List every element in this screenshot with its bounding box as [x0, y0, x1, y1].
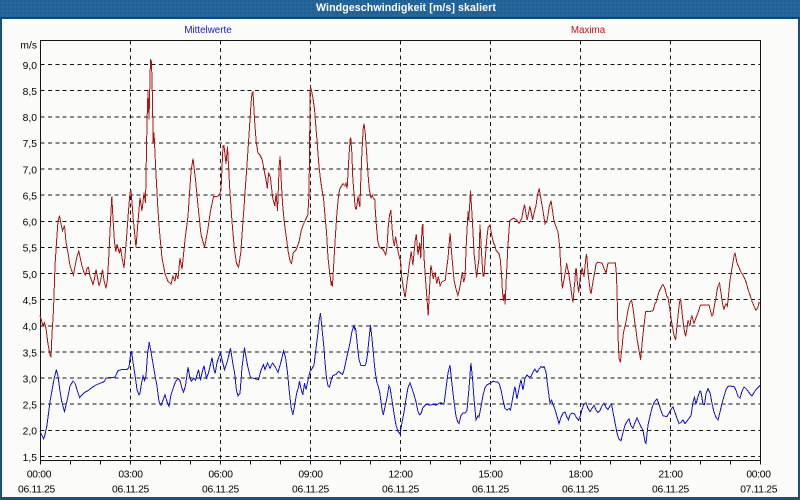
svg-text:06.11.25: 06.11.25 — [202, 485, 239, 496]
svg-text:07.11.25: 07.11.25 — [740, 485, 777, 496]
svg-text:1,5: 1,5 — [23, 453, 38, 464]
svg-text:06.11.25: 06.11.25 — [382, 485, 419, 496]
svg-text:5,0: 5,0 — [23, 270, 38, 281]
svg-text:15:00: 15:00 — [478, 470, 503, 481]
svg-text:6,0: 6,0 — [23, 218, 38, 229]
svg-text:Mittelwerte: Mittelwerte — [184, 25, 232, 36]
svg-text:2,0: 2,0 — [23, 427, 38, 438]
svg-text:06.11.25: 06.11.25 — [112, 485, 149, 496]
svg-text:4,0: 4,0 — [23, 322, 38, 333]
svg-text:18:00: 18:00 — [568, 470, 593, 481]
svg-text:4,5: 4,5 — [23, 296, 38, 307]
svg-text:06.11.25: 06.11.25 — [292, 485, 329, 496]
svg-text:8,0: 8,0 — [23, 113, 38, 124]
svg-text:00:00: 00:00 — [27, 470, 52, 481]
svg-text:m/s: m/s — [20, 41, 37, 52]
svg-text:06.11.25: 06.11.25 — [562, 485, 599, 496]
svg-text:2,5: 2,5 — [23, 401, 38, 412]
svg-text:06.11.25: 06.11.25 — [18, 485, 55, 496]
svg-text:00:00: 00:00 — [746, 470, 771, 481]
svg-text:06.11.25: 06.11.25 — [472, 485, 509, 496]
svg-text:06:00: 06:00 — [208, 470, 233, 481]
svg-text:21:00: 21:00 — [658, 470, 683, 481]
svg-text:12:00: 12:00 — [388, 470, 413, 481]
svg-text:6,5: 6,5 — [23, 192, 38, 203]
svg-text:8,5: 8,5 — [23, 87, 38, 98]
svg-text:06.11.25: 06.11.25 — [652, 485, 689, 496]
svg-text:09:00: 09:00 — [298, 470, 323, 481]
svg-text:7,0: 7,0 — [23, 165, 38, 176]
svg-text:03:00: 03:00 — [118, 470, 143, 481]
svg-text:3,0: 3,0 — [23, 374, 38, 385]
svg-text:5,5: 5,5 — [23, 244, 38, 255]
svg-text:3,5: 3,5 — [23, 348, 38, 359]
svg-text:7,5: 7,5 — [23, 139, 38, 150]
svg-text:9,0: 9,0 — [23, 61, 38, 72]
svg-text:Maxima: Maxima — [571, 25, 606, 36]
